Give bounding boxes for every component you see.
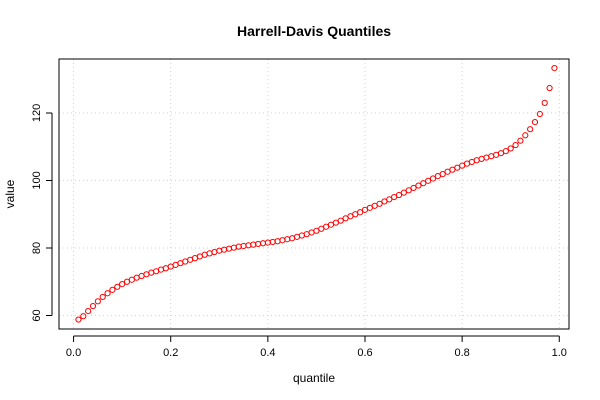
data-point — [546, 84, 553, 92]
data-point — [109, 286, 116, 293]
data-point — [410, 184, 417, 192]
x-tick-label: 0.4 — [260, 347, 275, 359]
data-point — [429, 175, 437, 182]
data-point — [502, 148, 509, 155]
chart-title: Harrell-Davis Quantiles — [237, 23, 391, 39]
data-point — [337, 217, 344, 224]
data-point — [531, 119, 539, 126]
data-point — [279, 237, 286, 244]
data-point — [114, 283, 121, 290]
x-tick-label: 0.2 — [163, 347, 178, 359]
data-point — [395, 191, 403, 199]
data-point — [245, 242, 252, 249]
data-point — [376, 200, 383, 207]
y-tick-label: 80 — [31, 242, 43, 254]
data-point — [512, 141, 519, 149]
y-tick-label: 60 — [31, 309, 43, 321]
axes: 0.0 0.2 0.4 0.6 0.8 1.0 60 80 100 120 — [31, 104, 567, 359]
data-point — [420, 180, 427, 187]
data-point — [274, 238, 281, 245]
data-point — [225, 245, 233, 252]
data-point — [89, 302, 97, 310]
data-point — [439, 170, 446, 178]
data-point — [94, 298, 101, 305]
data-point — [357, 209, 364, 216]
data-point — [119, 281, 126, 288]
data-point — [425, 177, 432, 184]
data-point — [551, 65, 558, 72]
data-point — [536, 110, 543, 118]
data-point — [75, 316, 82, 323]
data-points — [75, 65, 558, 323]
data-point — [386, 196, 393, 203]
data-point — [99, 293, 106, 301]
data-point — [216, 247, 223, 254]
x-axis-label: quantile — [293, 371, 335, 385]
data-point — [255, 240, 262, 248]
data-point — [527, 126, 534, 133]
data-point — [284, 236, 291, 243]
data-point — [400, 189, 407, 196]
data-point — [104, 290, 111, 297]
data-point — [80, 313, 87, 320]
data-point — [415, 182, 422, 189]
data-point — [269, 238, 276, 246]
data-point — [517, 137, 524, 144]
data-point — [250, 241, 257, 248]
data-point — [85, 308, 92, 315]
x-tick-label: 0.0 — [66, 347, 81, 359]
data-point — [259, 240, 267, 247]
data-point — [221, 246, 228, 253]
plot-frame — [58, 58, 570, 330]
data-point — [405, 187, 412, 194]
data-point — [264, 239, 271, 246]
y-tick-label: 100 — [31, 171, 43, 189]
y-tick-label: 120 — [31, 104, 43, 122]
data-point — [507, 145, 514, 152]
data-point — [235, 243, 242, 250]
grid — [59, 59, 569, 329]
x-tick-label: 0.6 — [357, 347, 372, 359]
x-tick-label: 0.8 — [454, 347, 469, 359]
x-tick-label: 1.0 — [552, 347, 567, 359]
y-axis-label: value — [3, 179, 17, 208]
data-point — [541, 99, 548, 106]
data-point — [522, 132, 529, 139]
